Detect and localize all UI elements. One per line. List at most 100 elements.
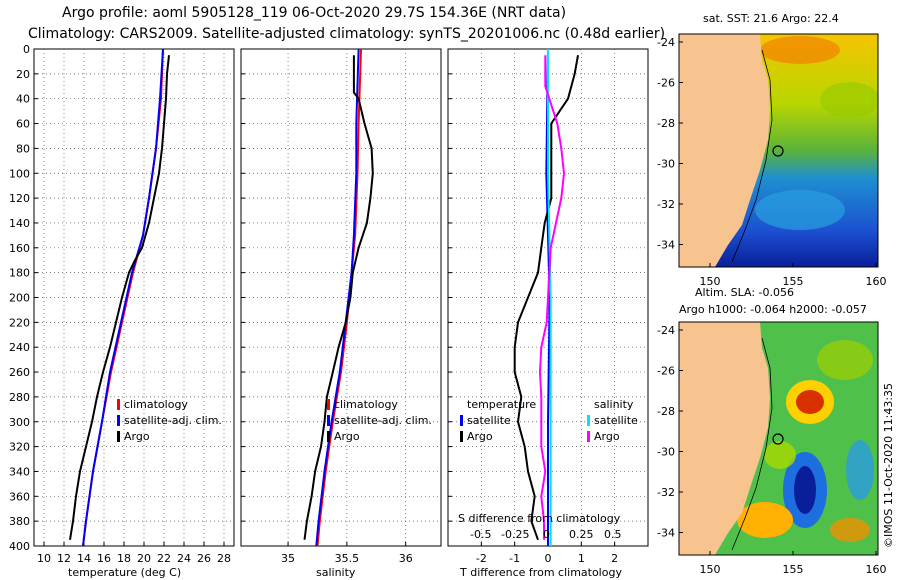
- y-tick-label: 280: [9, 391, 30, 404]
- x-tick-label: -2: [476, 552, 487, 565]
- series-line-s-argo: [539, 55, 565, 540]
- s-diff-tick: -0.5: [470, 528, 491, 541]
- series-line-argo: [69, 55, 170, 540]
- temperature-panel: 0 20 40 60 80 100 120 140 160 180 200 220 240 260 280 3…: [9, 43, 235, 579]
- legend-marker-satellite: [327, 415, 330, 426]
- y-tick-label: 340: [9, 465, 30, 478]
- sla-anomaly: [794, 466, 816, 514]
- temperature-legend: climatology satellite-adj. clim. Argo: [117, 398, 222, 443]
- latitude-tick-label: -24: [657, 324, 675, 337]
- y-tick-label: 240: [9, 341, 30, 354]
- s-diff-tick: 0.5: [604, 528, 622, 541]
- y-tick-label: 100: [9, 167, 30, 180]
- x-tick-label: 16: [97, 552, 111, 565]
- cool-eddy: [755, 190, 845, 230]
- argo-location-marker: [772, 145, 784, 157]
- y-tick-label: 260: [9, 366, 30, 379]
- legend-marker-climatology: [117, 399, 120, 410]
- legend-marker-t-satellite: [460, 415, 463, 426]
- y-tick-label: 180: [9, 267, 30, 280]
- s-diff-tick: -0.25: [501, 528, 529, 541]
- x-tick-label: 22: [157, 552, 171, 565]
- latitude-tick-label: -30: [657, 446, 675, 459]
- legend-title-temperature: temperature: [467, 398, 536, 411]
- x-tick-label: 1: [578, 552, 585, 565]
- latitude-tick-label: -28: [657, 117, 675, 130]
- legend-title-salinity: salinity: [594, 398, 634, 411]
- y-tick-label: 0: [23, 43, 30, 56]
- sst-map-title: sat. SST: 21.6 Argo: 22.4: [703, 12, 839, 25]
- longitude-tick-label: 160: [866, 275, 887, 288]
- depth-contour: [731, 337, 773, 551]
- x-tick-label: 10: [37, 552, 51, 565]
- y-tick-label: 40: [16, 93, 30, 106]
- y-tick-label: 160: [9, 242, 30, 255]
- difference-panel: -2 -1 0 1 2 T difference from climatology S …: [447, 48, 649, 579]
- x-tick-label: 2: [611, 552, 618, 565]
- salinity-xlabel: salinity: [316, 566, 356, 579]
- australia-land: [679, 34, 770, 267]
- x-tick-label: 28: [217, 552, 231, 565]
- sla-anomaly: [817, 340, 873, 380]
- x-tick-label: 18: [117, 552, 131, 565]
- series-line-climatology: [316, 48, 362, 547]
- latitude-tick-label: -34: [657, 239, 675, 252]
- salinity-legend: climatology satellite-adj. clim. Argo: [327, 398, 432, 443]
- y-tick-label: 400: [9, 540, 30, 553]
- longitude-tick-label: 150: [700, 275, 721, 288]
- legend-label-s-argo: Argo: [594, 430, 620, 443]
- series-line-s-satellite: [547, 49, 552, 546]
- x-tick-label: 24: [177, 552, 191, 565]
- plot-title-line2: Climatology: CARS2009. Satellite-adjuste…: [28, 26, 666, 42]
- legend-marker-t-argo: [460, 431, 463, 442]
- salinity-difference-ticks: -0.5 -0.25 0 0.25 0.5: [470, 528, 622, 541]
- sla-map-title-2: Argo h1000: -0.064 h2000: -0.057: [679, 303, 867, 316]
- legend-marker-satellite: [117, 415, 120, 426]
- legend-label-argo: Argo: [124, 430, 150, 443]
- series-line-argo: [303, 55, 374, 540]
- sla-anomaly: [830, 518, 870, 542]
- latitude-tick-label: -32: [657, 486, 675, 499]
- longitude-tick-label: 155: [783, 563, 804, 576]
- y-tick-label: 360: [9, 490, 30, 503]
- x-tick-label: 36: [399, 552, 413, 565]
- x-tick-label: 35.5: [335, 552, 360, 565]
- salinity-difference-axis-label: S difference from climatology: [458, 512, 621, 525]
- sla-map-frame: [678, 321, 879, 556]
- legend-marker-s-satellite: [587, 415, 590, 426]
- argo-location-marker: [772, 433, 784, 445]
- y-tick-label: 120: [9, 192, 30, 205]
- latitude-tick-label: -30: [657, 158, 675, 171]
- x-tick-label: -1: [509, 552, 520, 565]
- legend-label-satellite: satellite-adj. clim.: [334, 414, 432, 427]
- legend-label-s-satellite: satellite: [594, 414, 638, 427]
- australia-land: [679, 322, 770, 555]
- longitude-tick-label: 160: [866, 563, 887, 576]
- legend-marker-climatology: [327, 399, 330, 410]
- longitude-tick-label: 155: [783, 275, 804, 288]
- latitude-tick-label: -26: [657, 77, 675, 90]
- imos-credit: ©IMOS 11-Oct-2020 11:43:35: [882, 383, 895, 548]
- s-diff-tick: 0: [543, 528, 550, 541]
- sla-anomaly: [764, 441, 796, 469]
- y-tick-label: 220: [9, 316, 30, 329]
- x-tick-label: 20: [137, 552, 151, 565]
- plot-title-line1: Argo profile: aoml 5905128_119 06-Oct-20…: [62, 5, 567, 21]
- legend-label-t-satellite: satellite: [467, 414, 511, 427]
- latitude-tick-label: -28: [657, 405, 675, 418]
- legend-label-t-argo: Argo: [467, 430, 493, 443]
- latitude-tick-label: -26: [657, 365, 675, 378]
- difference-xlabel: T difference from climatology: [459, 566, 622, 579]
- x-tick-label: 14: [77, 552, 91, 565]
- y-tick-label: 140: [9, 217, 30, 230]
- sst-map: sat. SST: 21.6 Argo: 22.4 -24 -26 -28 -30 -3…: [657, 12, 886, 288]
- difference-legend: temperature satellite Argo salinity sate…: [460, 398, 638, 443]
- sla-anomaly: [796, 390, 824, 414]
- sla-anomaly: [737, 502, 793, 538]
- legend-label-climatology: climatology: [124, 398, 188, 411]
- legend-label-satellite: satellite-adj. clim.: [124, 414, 222, 427]
- longitude-tick-label: 150: [700, 563, 721, 576]
- latitude-tick-label: -32: [657, 198, 675, 211]
- salinity-panel: 35 35.5 36 salinity climatology satellite-…: [240, 48, 442, 579]
